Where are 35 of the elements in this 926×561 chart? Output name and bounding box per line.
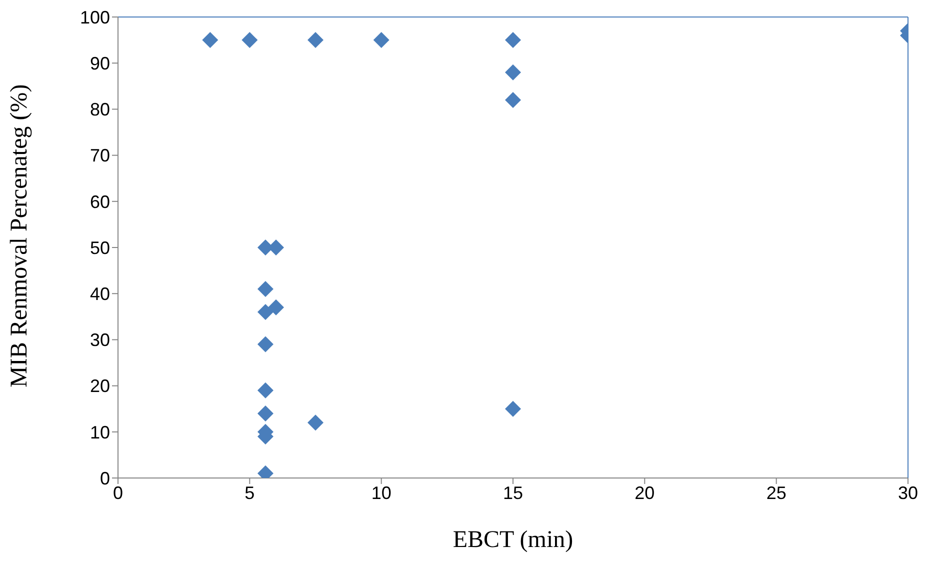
point bbox=[505, 64, 521, 80]
y-tick-label: 30 bbox=[90, 330, 110, 350]
point bbox=[268, 299, 284, 316]
point bbox=[505, 32, 521, 48]
point bbox=[373, 32, 390, 48]
x-tick-label: 15 bbox=[502, 482, 524, 503]
point bbox=[308, 414, 324, 431]
x-tick-label: 20 bbox=[634, 482, 655, 503]
y-tick-label: 80 bbox=[90, 100, 110, 120]
point bbox=[202, 32, 218, 48]
point bbox=[257, 382, 274, 398]
y-tick-label: 20 bbox=[90, 376, 110, 396]
point bbox=[505, 92, 521, 108]
point bbox=[308, 32, 324, 48]
y-tick-label: 10 bbox=[90, 422, 110, 442]
y-tick-label: 50 bbox=[90, 238, 110, 258]
point bbox=[257, 280, 274, 297]
y-tick-label: 60 bbox=[90, 192, 110, 212]
x-tick-label: 30 bbox=[898, 482, 918, 503]
x-tick-label: 0 bbox=[112, 482, 124, 503]
y-tick-label: 90 bbox=[90, 53, 110, 74]
y-tick-label: 70 bbox=[90, 146, 110, 166]
y-tick-label: 0 bbox=[100, 468, 110, 488]
x-tick-label: 10 bbox=[371, 482, 392, 503]
point bbox=[242, 32, 258, 48]
point bbox=[257, 304, 274, 320]
y-axis-title: MIB Renmoval Percenateg (%) bbox=[6, 84, 33, 388]
point bbox=[257, 336, 274, 352]
x-tick-label: 5 bbox=[244, 482, 255, 503]
y-tick-label: 40 bbox=[90, 284, 110, 304]
point bbox=[257, 405, 274, 422]
point bbox=[505, 400, 521, 417]
y-tick-label: 100 bbox=[80, 7, 110, 28]
x-tick-label: 25 bbox=[766, 482, 786, 503]
x-axis-title: EBCT (min) bbox=[452, 527, 574, 554]
